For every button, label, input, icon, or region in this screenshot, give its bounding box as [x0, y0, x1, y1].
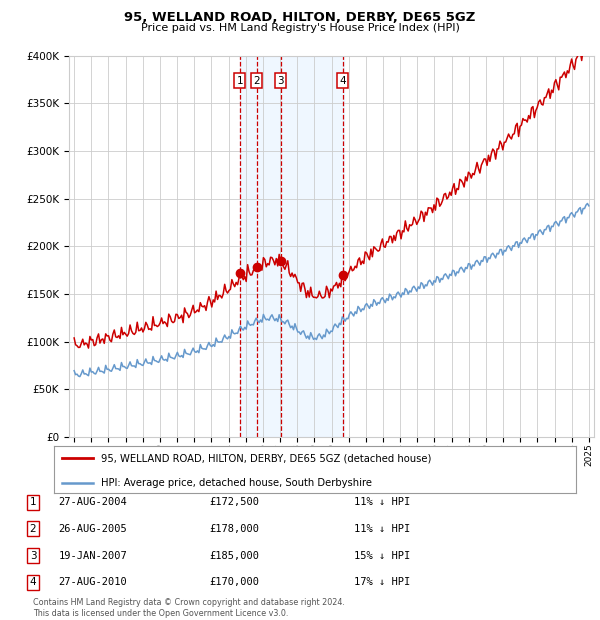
Text: 11% ↓ HPI: 11% ↓ HPI: [354, 497, 410, 507]
Text: £172,500: £172,500: [209, 497, 259, 507]
Text: 27-AUG-2004: 27-AUG-2004: [59, 497, 127, 507]
Text: £185,000: £185,000: [209, 551, 259, 560]
Text: HPI: Average price, detached house, South Derbyshire: HPI: Average price, detached house, Sout…: [101, 477, 372, 488]
Text: 19-JAN-2007: 19-JAN-2007: [59, 551, 127, 560]
Text: 2: 2: [254, 76, 260, 86]
Text: Contains HM Land Registry data © Crown copyright and database right 2024.
This d: Contains HM Land Registry data © Crown c…: [33, 598, 345, 618]
Text: 17% ↓ HPI: 17% ↓ HPI: [354, 577, 410, 587]
Text: 4: 4: [340, 76, 346, 86]
Text: 3: 3: [278, 76, 284, 86]
Text: 3: 3: [29, 551, 37, 560]
Text: 2: 2: [29, 524, 37, 534]
Bar: [240, 56, 344, 437]
Text: 15% ↓ HPI: 15% ↓ HPI: [354, 551, 410, 560]
Text: 27-AUG-2010: 27-AUG-2010: [59, 577, 127, 587]
Text: Price paid vs. HM Land Registry's House Price Index (HPI): Price paid vs. HM Land Registry's House …: [140, 23, 460, 33]
Text: 1: 1: [29, 497, 37, 507]
Text: £170,000: £170,000: [209, 577, 259, 587]
Text: 95, WELLAND ROAD, HILTON, DERBY, DE65 5GZ (detached house): 95, WELLAND ROAD, HILTON, DERBY, DE65 5G…: [101, 453, 431, 463]
Text: £178,000: £178,000: [209, 524, 259, 534]
Text: 11% ↓ HPI: 11% ↓ HPI: [354, 524, 410, 534]
Text: 1: 1: [236, 76, 243, 86]
Text: 4: 4: [29, 577, 37, 587]
Text: 26-AUG-2005: 26-AUG-2005: [59, 524, 127, 534]
Text: 95, WELLAND ROAD, HILTON, DERBY, DE65 5GZ: 95, WELLAND ROAD, HILTON, DERBY, DE65 5G…: [124, 11, 476, 24]
